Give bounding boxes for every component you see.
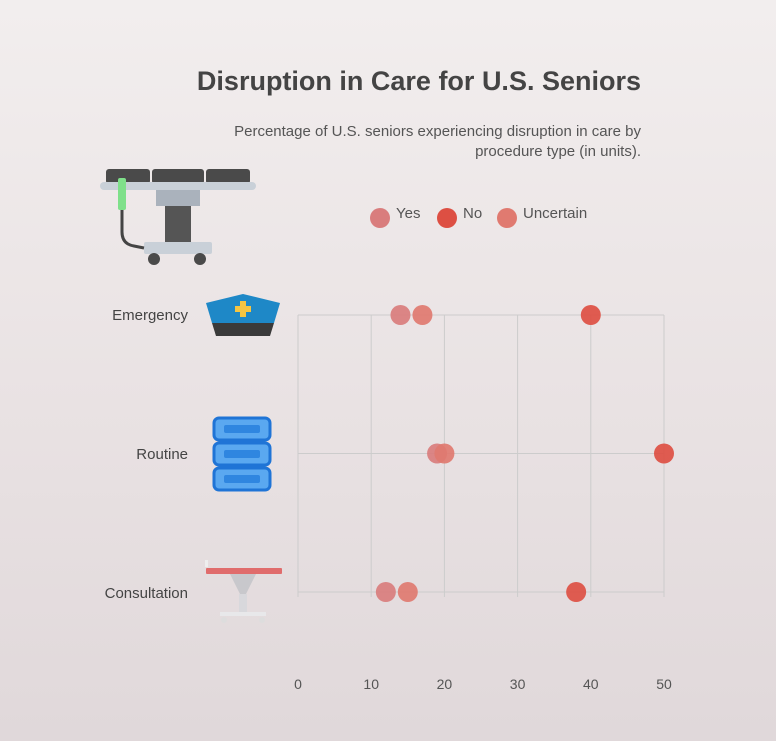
x-tick-label: 10 xyxy=(363,676,379,692)
x-tick-label: 0 xyxy=(294,676,302,692)
data-point-uncertain xyxy=(397,582,418,602)
x-tick-label: 40 xyxy=(583,676,599,692)
chart-subtitle: Percentage of U.S. seniors experiencing … xyxy=(234,123,641,160)
spine-icon xyxy=(212,416,272,492)
examination-table-icon xyxy=(205,560,282,623)
legend-label-no: No xyxy=(463,205,483,222)
legend-swatch-uncertain xyxy=(497,208,517,228)
data-point-uncertain xyxy=(412,305,433,325)
x-tick-label: 50 xyxy=(656,676,672,692)
category-label-emergency: Emergency xyxy=(112,307,188,324)
category-label-routine: Routine xyxy=(136,446,188,463)
legend-label-uncertain: Uncertain xyxy=(523,205,588,222)
data-point-uncertain xyxy=(434,443,455,464)
data-point-no xyxy=(566,582,587,602)
legend-swatch-yes xyxy=(370,208,390,228)
x-tick-label: 30 xyxy=(510,676,526,692)
category-label-consultation: Consultation xyxy=(104,585,188,602)
data-point-no xyxy=(654,443,674,464)
legend-label-yes: Yes xyxy=(396,205,421,222)
nurse-cap-icon xyxy=(206,294,280,336)
legend-swatch-no xyxy=(437,208,457,228)
data-point-no xyxy=(580,305,601,325)
operating-table-icon xyxy=(100,169,256,265)
data-point-yes xyxy=(390,305,411,325)
data-point-yes xyxy=(375,582,396,602)
x-tick-label: 20 xyxy=(437,676,453,692)
chart-title: Disruption in Care for U.S. Seniors xyxy=(196,66,641,96)
